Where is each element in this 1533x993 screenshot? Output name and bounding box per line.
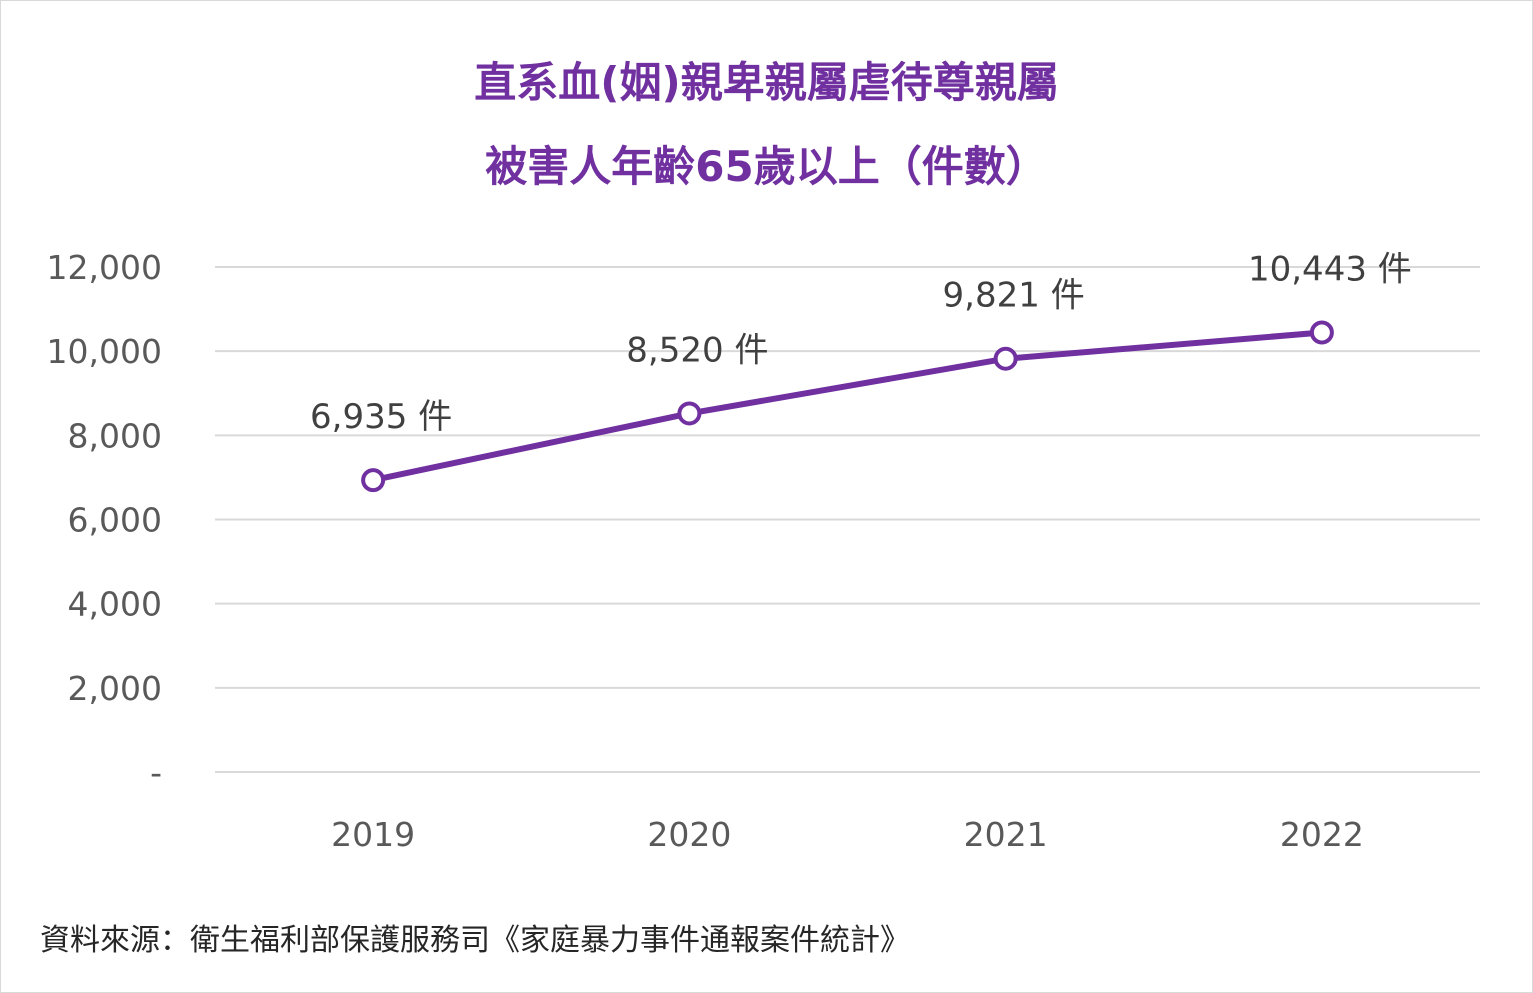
gridlines <box>215 266 1480 773</box>
y-tick-label: 2,000 <box>68 669 162 708</box>
data-point-marker <box>677 401 702 426</box>
data-point-marker <box>1309 320 1334 345</box>
y-tick-label: 12,000 <box>47 248 162 287</box>
data-label: 6,935 件 <box>310 397 452 437</box>
chart-title-line1: 直系血(姻)親卑親屬虐待尊親屬 <box>474 58 1059 107</box>
y-tick-label: 6,000 <box>68 501 162 540</box>
x-tick-label: 2022 <box>1280 815 1364 854</box>
data-label: 9,821 件 <box>943 276 1085 316</box>
x-tick-label: 2021 <box>964 815 1048 854</box>
series-markers <box>361 320 1334 493</box>
series-line <box>370 329 1325 484</box>
data-labels: 6,935 件 8,520 件 9,821 件 10,443 件 <box>310 250 1412 438</box>
x-tick-label: 2020 <box>647 815 731 854</box>
y-tick-label: 8,000 <box>68 416 162 455</box>
x-tick-label: 2019 <box>331 815 415 854</box>
source-note: 資料來源：衛生福利部保護服務司《家庭暴力事件通報案件統計》 <box>40 923 910 958</box>
x-axis-ticks: 2019 2020 2021 2022 <box>331 815 1364 854</box>
y-tick-label: - <box>150 753 162 792</box>
data-label: 10,443 件 <box>1248 250 1412 290</box>
y-tick-label: 10,000 <box>47 332 162 371</box>
data-point-marker <box>993 346 1018 371</box>
chart-title-line2: 被害人年齡65歲以上（件數） <box>485 142 1048 191</box>
series-line-path <box>370 329 1325 484</box>
y-axis-ticks: - 2,000 4,000 6,000 8,000 10,000 12,000 <box>47 248 162 792</box>
data-point-marker <box>361 468 386 493</box>
data-label: 8,520 件 <box>626 330 768 370</box>
y-tick-label: 4,000 <box>68 585 162 624</box>
